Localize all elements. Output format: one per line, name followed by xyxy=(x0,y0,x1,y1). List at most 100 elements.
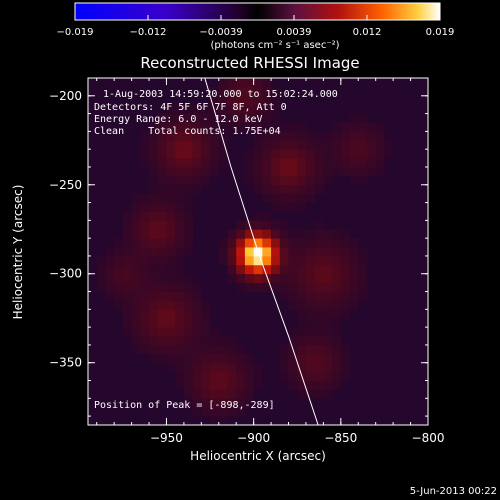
heatmap-cell xyxy=(236,380,246,390)
heatmap-cell xyxy=(323,380,333,390)
heatmap-cell xyxy=(192,282,202,292)
heatmap-cell xyxy=(157,158,167,168)
heatmap-cell xyxy=(253,95,263,106)
heatmap-cell xyxy=(210,86,220,97)
heatmap-cell xyxy=(288,202,298,212)
heatmap-cell xyxy=(149,300,159,310)
heatmap-cell xyxy=(332,353,342,364)
heatmap-cell xyxy=(253,229,263,239)
heatmap-cell xyxy=(192,131,202,141)
heatmap-cell xyxy=(218,398,228,408)
colorbar-tick-label: −0.019 xyxy=(56,27,93,38)
heatmap-cell xyxy=(114,238,124,248)
heatmap-cell xyxy=(140,282,150,292)
heatmap-cell xyxy=(218,131,228,141)
heatmap-cell xyxy=(314,380,324,390)
heatmap-cell xyxy=(340,273,350,284)
y-tick-label: −200 xyxy=(49,89,82,103)
heatmap-cell xyxy=(218,86,228,97)
heatmap-cell xyxy=(279,362,289,373)
heatmap-cell xyxy=(166,184,176,195)
heatmap-cell xyxy=(210,389,220,399)
heatmap-cell xyxy=(297,300,307,310)
heatmap-cell xyxy=(332,371,342,381)
heatmap-cell xyxy=(244,95,255,106)
heatmap-cell xyxy=(244,229,255,239)
heatmap-cell xyxy=(140,247,150,257)
heatmap-cell xyxy=(297,353,307,364)
heatmap-cell xyxy=(149,291,159,301)
heatmap-cell xyxy=(210,122,220,132)
heatmap-cell xyxy=(314,336,324,346)
heatmap-cell xyxy=(166,202,176,212)
heatmap-cell xyxy=(279,353,289,364)
heatmap-cell xyxy=(157,175,167,186)
heatmap-cell xyxy=(305,344,316,355)
heatmap-cell xyxy=(201,327,211,337)
heatmap-cell xyxy=(244,86,255,97)
heatmap-cell xyxy=(201,389,211,399)
heatmap-cell xyxy=(297,264,307,275)
heatmap-cell xyxy=(244,175,255,186)
heatmap-cell xyxy=(210,344,220,355)
heatmap-cell xyxy=(332,273,342,284)
heatmap-cell xyxy=(262,175,272,186)
heatmap-cell xyxy=(114,282,124,292)
heatmap-cell xyxy=(297,193,307,203)
heatmap-cell xyxy=(157,300,167,310)
heatmap-cell xyxy=(271,175,281,186)
heatmap-cell xyxy=(131,220,141,230)
heatmap-cell xyxy=(271,95,281,106)
heatmap-cell xyxy=(305,380,316,390)
heatmap-cell xyxy=(192,149,202,159)
heatmap-cell xyxy=(218,122,228,132)
heatmap-cell xyxy=(122,247,132,257)
heatmap-cell xyxy=(140,344,150,355)
heatmap-cell xyxy=(218,158,228,168)
heatmap-cell xyxy=(166,353,176,364)
heatmap-cell xyxy=(210,95,220,106)
heatmap-cell xyxy=(227,86,237,97)
heatmap-cell xyxy=(340,362,350,373)
heatmap-cell xyxy=(253,238,263,248)
heatmap-cell xyxy=(157,318,167,328)
heatmap-cell xyxy=(236,86,246,97)
heatmap-cell xyxy=(349,300,359,310)
heatmap-cell xyxy=(140,238,150,248)
heatmap-cell xyxy=(192,140,202,150)
heatmap-cell xyxy=(236,362,246,373)
heatmap-cell xyxy=(157,336,167,346)
heatmap-cell xyxy=(271,247,281,257)
heatmap-cell xyxy=(201,122,211,132)
heatmap-cell xyxy=(157,238,167,248)
heatmap-cell xyxy=(210,398,220,408)
heatmap-cell xyxy=(183,211,194,221)
heatmap-cell xyxy=(227,407,237,417)
heatmap-cell xyxy=(340,238,350,248)
heatmap-cell xyxy=(262,193,272,203)
heatmap-cell xyxy=(288,149,298,159)
heatmap-cell xyxy=(288,380,298,390)
heatmap-cell xyxy=(149,273,159,284)
heatmap-cell xyxy=(175,291,185,301)
heatmap-cell xyxy=(175,220,185,230)
heatmap-cell xyxy=(297,238,307,248)
heatmap-cell xyxy=(279,238,289,248)
heatmap-cell xyxy=(166,229,176,239)
heatmap-cell xyxy=(114,247,124,257)
heatmap-cell xyxy=(305,309,316,319)
heatmap-cell xyxy=(122,229,132,239)
heatmap-cell xyxy=(210,131,220,141)
heatmap-cell xyxy=(314,309,324,319)
heatmap-cell xyxy=(218,95,228,106)
x-tick-label: −800 xyxy=(412,431,445,445)
heatmap-cell xyxy=(201,309,211,319)
heatmap-cell xyxy=(340,353,350,364)
heatmap-cell xyxy=(227,389,237,399)
heatmap-cell xyxy=(244,282,255,292)
heatmap-cell xyxy=(271,166,281,177)
heatmap-cell xyxy=(358,166,368,177)
heatmap-cell xyxy=(175,113,185,123)
heatmap-cell xyxy=(253,158,263,168)
heatmap-cell xyxy=(114,264,124,275)
